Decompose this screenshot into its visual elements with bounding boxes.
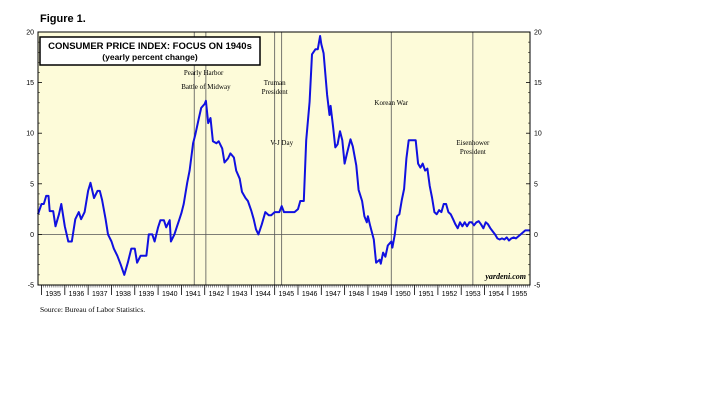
source-note: Source: Bureau of Labor Statistics. <box>40 305 146 314</box>
x-tick-label: 1954 <box>488 291 504 298</box>
y-axis-right: -5 0 5 10 15 20 <box>526 30 542 290</box>
plot-frame <box>37 31 531 286</box>
y-tick-label: -5 <box>534 283 540 290</box>
x-tick-label: 1942 <box>209 291 225 298</box>
x-tick-label: 1951 <box>418 291 434 298</box>
series-layer <box>37 35 530 276</box>
x-tick-label: 1939 <box>139 291 155 298</box>
x-tick-label: 1947 <box>325 291 341 298</box>
x-tick-label: 1944 <box>255 291 271 298</box>
x-tick-label: 1938 <box>115 291 131 298</box>
x-tick-label: 1935 <box>45 291 61 298</box>
x-tick-label: 1937 <box>92 291 108 298</box>
x-tick-label: 1950 <box>395 291 411 298</box>
y-tick-label: 15 <box>26 80 34 87</box>
y-tick-label: 10 <box>534 131 542 138</box>
x-tick-label: 1952 <box>442 291 458 298</box>
title-box <box>39 36 261 66</box>
plot-area <box>38 32 530 285</box>
annotation-label: Battle of Midway <box>181 83 231 91</box>
figure-label: Figure 1. <box>40 13 86 25</box>
y-tick-label: 0 <box>534 232 538 239</box>
chart-subtitle: (yearly percent change) <box>102 52 198 62</box>
y-axis-left: -5 0 5 10 15 20 <box>26 30 42 290</box>
x-tick-label: 1948 <box>348 291 364 298</box>
annotation-label: President <box>460 148 486 156</box>
x-tick-label: 1943 <box>232 291 248 298</box>
y-tick-label: 5 <box>30 181 34 188</box>
annotation-label: Korean War <box>374 99 408 107</box>
cpi-series-line <box>37 35 530 276</box>
x-axis: 1935 1936 1937 1938 1939 1940 1941 1942 1943 1944… <box>41 285 530 298</box>
y-tick-label: 5 <box>534 181 538 188</box>
annotation-label: President <box>262 88 288 96</box>
annotation-label: Pearly Harbor <box>184 69 224 77</box>
chart-title: CONSUMER PRICE INDEX: FOCUS ON 1940s <box>48 41 252 52</box>
x-tick-label: 1955 <box>512 291 528 298</box>
x-tick-label: 1946 <box>302 291 318 298</box>
y-tick-label: 15 <box>534 80 542 87</box>
x-tick-label: 1936 <box>69 291 85 298</box>
brand-label: yardeni.com <box>484 272 526 281</box>
y-tick-label: 20 <box>26 30 34 37</box>
annotation-label: Truman <box>264 79 286 87</box>
y-tick-label: -5 <box>28 283 34 290</box>
x-tick-label: 1953 <box>465 291 481 298</box>
y-tick-label: 20 <box>534 30 542 37</box>
x-tick-label: 1940 <box>162 291 178 298</box>
annotation-label: V-J Day <box>270 139 293 147</box>
y-tick-label: 0 <box>30 232 34 239</box>
annotation-label: Eisenhower <box>456 139 490 147</box>
x-tick-label: 1941 <box>185 291 201 298</box>
x-tick-label: 1949 <box>372 291 388 298</box>
x-tick-label: 1945 <box>279 291 295 298</box>
y-tick-label: 10 <box>26 131 34 138</box>
